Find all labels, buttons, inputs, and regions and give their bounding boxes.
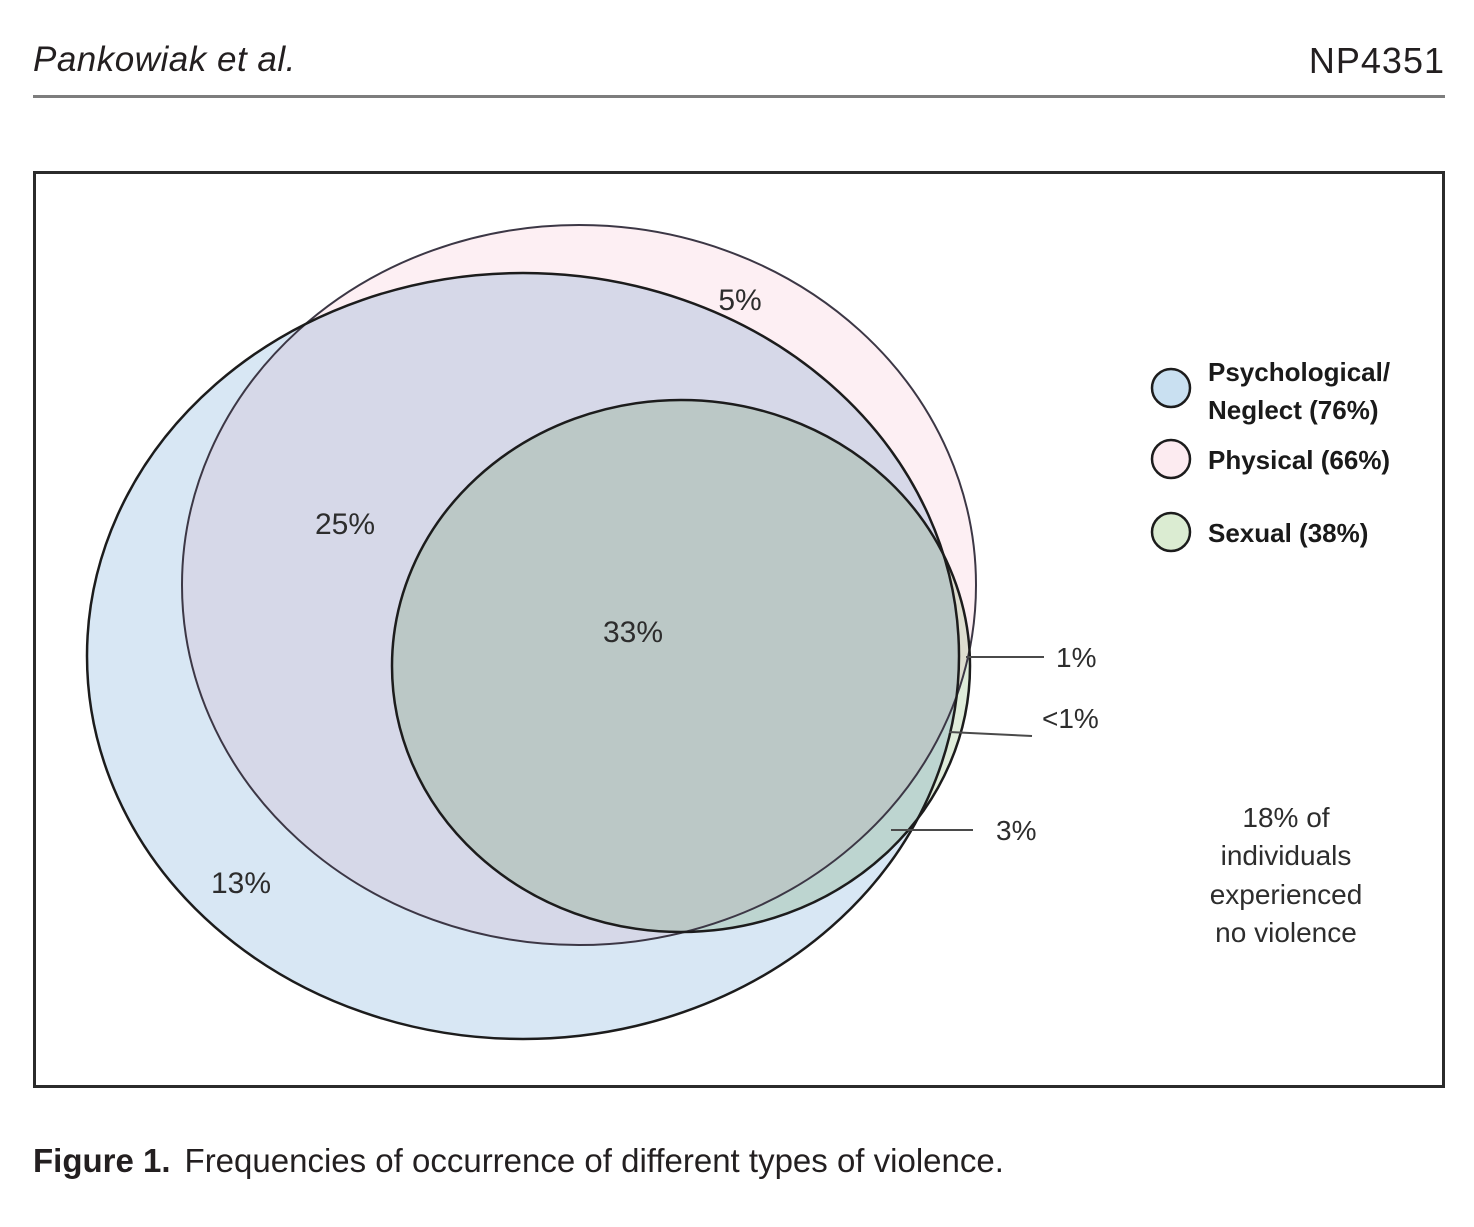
header-page-code: NP4351: [1308, 40, 1445, 81]
legend-label-psychological-line1: Psychological/: [1208, 357, 1390, 387]
venn-diagram: 5% 25% 33% 13% 1% <1% 3% Psychological/ …: [85, 224, 1390, 1041]
venn-fills: [87, 225, 976, 1039]
header-divider: [33, 95, 1445, 98]
legend-swatch-physical: [1150, 438, 1192, 480]
sexual-ellipse-fill: [392, 400, 970, 932]
figure-caption-text: Frequencies of occurrence of different t…: [184, 1142, 1004, 1179]
legend: Psychological/ Neglect (76%) Physical (6…: [1150, 357, 1390, 553]
callouts: [891, 656, 1044, 831]
region-label-psych-physical: 25%: [315, 508, 375, 541]
legend-label-sexual: Sexual (38%): [1208, 518, 1368, 548]
callout-line-sexual-only: [948, 731, 1033, 737]
note-line-4: no violence: [1215, 917, 1357, 948]
physical-ellipse-outline: [181, 224, 977, 946]
sexual-ellipse-outline: [390, 398, 972, 934]
callout-label-sexual-only: <1%: [1042, 703, 1099, 734]
legend-swatch-sexual: [1150, 511, 1192, 553]
figure-box: 5% 25% 33% 13% 1% <1% 3% Psychological/ …: [33, 171, 1445, 1088]
figure-caption: Figure 1. Frequencies of occurrence of di…: [33, 1142, 1004, 1180]
figure-caption-label: Figure 1.: [33, 1142, 171, 1179]
legend-label-psychological-line2: Neglect (76%): [1208, 395, 1379, 425]
psychological-ellipse-outline: [85, 271, 961, 1041]
header-author: Pankowiak et al.: [33, 40, 296, 79]
note-line-1: 18% of: [1242, 802, 1329, 833]
note-line-3: experienced: [1210, 879, 1363, 910]
callout-label-physical-sexual: 1%: [1056, 642, 1096, 673]
no-violence-note: 18% of individuals experienced no violen…: [1210, 802, 1363, 948]
note-line-2: individuals: [1221, 840, 1352, 871]
legend-swatch-psychological: [1150, 367, 1192, 409]
region-label-all-three: 33%: [603, 616, 663, 649]
region-label-psych-only: 13%: [211, 867, 271, 900]
region-label-physical-only: 5%: [718, 284, 761, 317]
callout-label-psych-sexual: 3%: [996, 815, 1036, 846]
legend-label-physical: Physical (66%): [1208, 445, 1390, 475]
venn-outlines: [85, 224, 977, 1041]
